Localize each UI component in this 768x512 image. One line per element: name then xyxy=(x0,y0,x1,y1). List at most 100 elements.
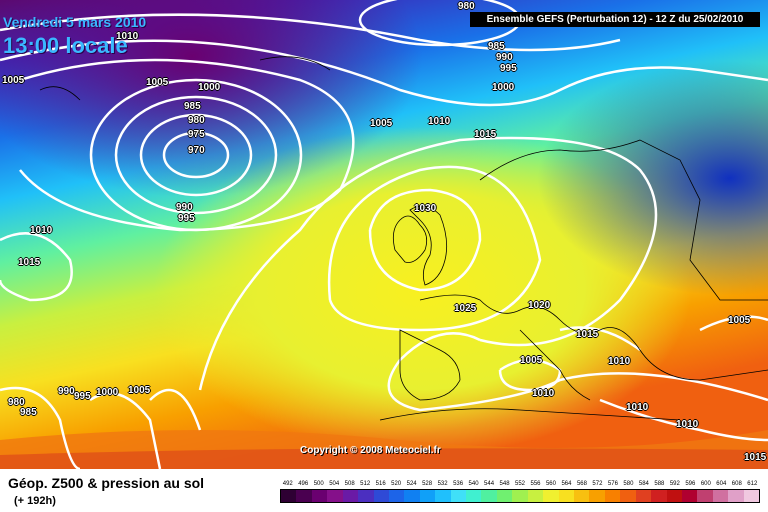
scale-tick-label: 576 xyxy=(607,481,618,487)
coastlines xyxy=(39,56,768,421)
isobar-label: 1010 xyxy=(626,402,649,413)
isobar-label: 995 xyxy=(74,391,91,402)
scale-tick-label: 532 xyxy=(437,481,448,487)
scale-tick-label: 492 xyxy=(282,481,293,487)
scale-tick-label: 540 xyxy=(468,481,479,487)
scale-tick-label: 508 xyxy=(344,481,355,487)
scale-swatch xyxy=(281,490,297,502)
scale-swatch xyxy=(620,490,636,502)
isobar-label: 1005 xyxy=(520,355,543,366)
scale-swatch xyxy=(681,490,698,502)
scale-swatch xyxy=(543,490,559,502)
isobar-label: 1015 xyxy=(744,452,767,463)
model-run-label: Ensemble GEFS (Perturbation 12) - 12 Z d… xyxy=(470,12,760,27)
isobar-label: 985 xyxy=(20,407,37,418)
scale-swatch xyxy=(743,490,760,502)
isobars xyxy=(0,0,768,469)
color-scale: 492 496 500 504 508 512 516 520 524 528 532 536 540 5… xyxy=(280,479,760,503)
isobar-label: 1015 xyxy=(18,257,41,268)
isobar-label: 970 xyxy=(188,145,205,156)
scale-tick-label: 580 xyxy=(623,481,634,487)
scale-tick-label: 572 xyxy=(592,481,603,487)
isobar-label: 1010 xyxy=(428,116,451,127)
scale-swatch xyxy=(558,490,575,502)
scale-tick-label: 504 xyxy=(329,481,340,487)
isobar-label: 1005 xyxy=(728,315,751,326)
scale-tick-label: 612 xyxy=(747,481,758,487)
scale-tick-label: 584 xyxy=(638,481,649,487)
legend-title: Géop. Z500 & pression au sol xyxy=(8,475,205,491)
scale-tick-label: 556 xyxy=(530,481,541,487)
scale-swatch xyxy=(697,490,713,502)
legend-lead-time: (+ 192h) xyxy=(14,495,56,507)
isobar-label: 990 xyxy=(58,386,75,397)
isobar-label: 1015 xyxy=(576,329,599,340)
scale-ticks: 492 496 500 504 508 512 516 520 524 528 532 536 540 5… xyxy=(280,479,760,489)
isobar-label: 1010 xyxy=(116,31,139,42)
isobar-label: 990 xyxy=(176,202,193,213)
scale-swatch xyxy=(435,490,451,502)
scale-swatch xyxy=(728,490,744,502)
scale-tick-label: 588 xyxy=(654,481,665,487)
weather-map: Vendredi 5 mars 2010 13:00 locale Ensemb… xyxy=(0,0,768,469)
isobar-label: 990 xyxy=(496,52,513,63)
isobar-label: 1005 xyxy=(146,77,169,88)
scale-swatch xyxy=(373,490,389,502)
scale-swatch xyxy=(481,490,497,502)
scale-swatch xyxy=(311,490,328,502)
scale-tick-label: 552 xyxy=(515,481,526,487)
scale-swatch xyxy=(666,490,682,502)
scale-tick-label: 536 xyxy=(453,481,464,487)
scale-swatch xyxy=(712,490,729,502)
isobar-label: 1005 xyxy=(2,75,25,86)
scale-swatches xyxy=(280,489,760,503)
scale-tick-label: 568 xyxy=(576,481,587,487)
isobar-label: 995 xyxy=(178,213,195,224)
scale-tick-label: 500 xyxy=(313,481,324,487)
isobar-label: 985 xyxy=(488,41,505,52)
scale-swatch xyxy=(327,490,343,502)
scale-swatch xyxy=(358,490,374,502)
scale-tick-label: 524 xyxy=(406,481,417,487)
scale-swatch xyxy=(635,490,652,502)
scale-tick-label: 516 xyxy=(375,481,386,487)
scale-tick-label: 564 xyxy=(561,481,572,487)
isobar-label: 980 xyxy=(458,1,475,12)
scale-swatch xyxy=(342,490,359,502)
scale-tick-label: 592 xyxy=(669,481,680,487)
isobar-label: 1000 xyxy=(198,82,221,93)
isobar-label: 995 xyxy=(500,63,517,74)
scale-swatch xyxy=(496,490,513,502)
scale-swatch xyxy=(404,490,420,502)
scale-swatch xyxy=(604,490,621,502)
local-time: 13:00 locale xyxy=(3,33,128,58)
isobar-label: 1010 xyxy=(532,388,555,399)
scale-swatch xyxy=(450,490,467,502)
scale-swatch xyxy=(388,490,405,502)
copyright-notice: Copyright © 2008 Meteociel.fr xyxy=(300,445,441,456)
forecast-date: Vendredi 5 mars 2010 xyxy=(3,14,147,30)
pressure-field-map xyxy=(0,0,768,469)
isobar-label: 985 xyxy=(184,101,201,112)
isobar-label: 1010 xyxy=(676,419,699,430)
scale-tick-label: 600 xyxy=(700,481,711,487)
isobar-label: 1000 xyxy=(96,387,119,398)
scale-tick-label: 596 xyxy=(685,481,696,487)
isobar-label: 1015 xyxy=(474,129,497,140)
scale-swatch xyxy=(296,490,312,502)
scale-swatch xyxy=(527,490,544,502)
legend-bar: Géop. Z500 & pression au sol (+ 192h) 49… xyxy=(0,469,768,512)
isobar-label: 980 xyxy=(188,115,205,126)
scale-swatch xyxy=(589,490,605,502)
isobar-label: 975 xyxy=(188,129,205,140)
scale-tick-label: 544 xyxy=(484,481,495,487)
isobar-label: 1010 xyxy=(30,225,53,236)
scale-tick-label: 528 xyxy=(422,481,433,487)
scale-tick-label: 560 xyxy=(545,481,556,487)
scale-swatch xyxy=(574,490,590,502)
scale-swatch xyxy=(512,490,528,502)
isobar-label: 1005 xyxy=(370,118,393,129)
scale-tick-label: 520 xyxy=(391,481,402,487)
isobar-label: 980 xyxy=(8,397,25,408)
scale-tick-label: 512 xyxy=(360,481,371,487)
